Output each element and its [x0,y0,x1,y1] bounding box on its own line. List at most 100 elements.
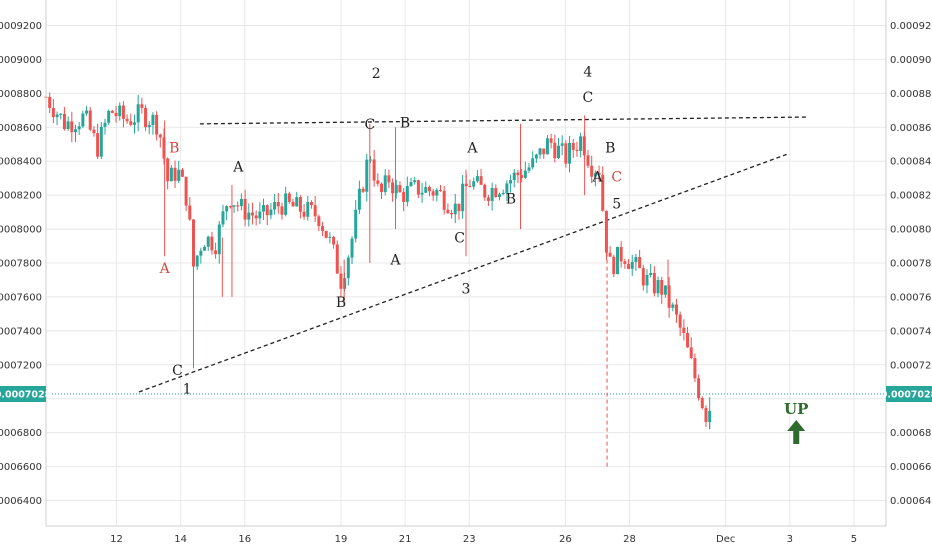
candle-body [302,211,306,217]
candle-body [634,257,638,262]
y-tick-label-left: 0.0009200 [0,21,42,32]
y-tick-label-left: 0.0008600 [0,123,42,134]
grid [46,0,886,526]
candle-body [527,167,531,171]
y-tick-label-right: 0.0008000 [890,225,932,236]
y-tick-label-left: 0.0006800 [0,428,42,439]
candle-body [114,112,118,117]
candle-body [85,110,89,114]
y-tick-label-right: 0.0008600 [890,123,932,134]
candle-body [652,273,656,294]
candle-body [313,205,317,217]
y-tick-label-left: 0.0007400 [0,326,42,337]
y-tick-label-right: 0.0006600 [890,462,932,473]
candle-body [641,268,645,286]
candle-body [450,212,454,215]
last-price-label-left: 0.0007028 [0,389,52,400]
candle-body [77,126,81,130]
y-tick-label-left: 0.0006600 [0,462,42,473]
candle-body [206,236,210,247]
candle-body [457,203,461,212]
candle-body [697,378,701,399]
candle-body [667,285,671,308]
candle-body [324,230,328,238]
candle-body [461,183,465,212]
wave-count-label: 3 [462,282,471,298]
candle-body [335,244,339,274]
candle-body [597,172,601,176]
candle-body [210,236,214,251]
candle-body [612,256,616,275]
candle-body [236,205,240,207]
y-tick-label-right: 0.0007800 [890,259,932,270]
candle-body [468,185,472,187]
candle-body [199,250,203,256]
candle-body [55,114,59,118]
candle-body [693,357,697,379]
trendline-upper [199,116,806,125]
candle-body [232,205,236,207]
candle-body [674,304,678,315]
candle-body [188,205,192,220]
candle-body [568,142,572,164]
candle-body [132,122,136,125]
candle-body [590,165,594,177]
candle-body [520,175,524,178]
y-tick-label-left: 0.0007600 [0,292,42,303]
candle-body [346,257,350,279]
x-tick-label: 3 [787,534,793,545]
candle-body [549,138,553,143]
abc-label: C [582,90,593,106]
candle-body [660,279,664,295]
candle-body [560,143,564,146]
candle-body [531,158,535,168]
candle-body [431,191,435,196]
y-tick-label-left: 0.0008400 [0,157,42,168]
y-tick-label-left: 0.0008800 [0,89,42,100]
candle-body [509,179,513,184]
candle-body [623,261,627,264]
candle-body [413,180,417,183]
candle-body [479,176,483,185]
candle-body [368,159,372,161]
candle-body [704,408,708,423]
candle-body [280,206,284,215]
candle-body [475,176,479,182]
x-tick-label: 5 [851,534,857,545]
candle-body [486,197,490,201]
candle-body [121,105,125,119]
candle-body [339,273,343,289]
last-price-tag-right [886,385,932,402]
candle-body [70,121,74,133]
candle-body [398,185,402,193]
candles [44,91,712,430]
candle-body [158,134,162,138]
candle-body [593,172,597,177]
abc-label: A [159,261,171,277]
candle-body [365,159,369,192]
candle-body [472,181,476,187]
candle-body [627,263,631,269]
candle-body [604,210,608,253]
candle-body [350,238,354,258]
candle-body [516,172,520,176]
candle-body [682,327,686,333]
y-tick-label-right: 0.0007600 [890,292,932,303]
last-price-tag-left [0,385,46,402]
candle-body [258,211,262,219]
wave-count-label: 4 [583,64,592,80]
candle-body [564,143,568,164]
candle-body [243,198,247,220]
candle-body [372,159,376,181]
y-tick-label-right: 0.0008800 [890,89,932,100]
candle-body [483,184,487,198]
candle-body [195,255,199,267]
abc-label: A [232,159,244,175]
abc-label: C [172,363,183,379]
wave-count-label: 2 [372,66,381,82]
candle-body [409,182,413,187]
y-tick-label-right: 0.0006400 [890,496,932,507]
candle-body [254,215,258,219]
candle-body [442,190,446,210]
